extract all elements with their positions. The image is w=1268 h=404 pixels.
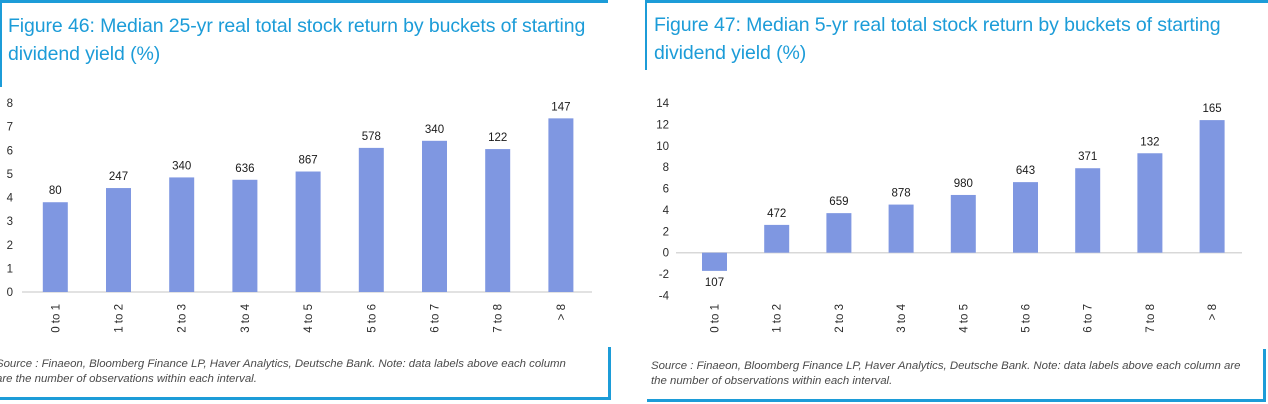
bar-gt-8	[1199, 120, 1225, 253]
y-tick-label: 0	[663, 248, 669, 260]
y-tick-label: 6	[663, 184, 669, 196]
bar-5-to-6	[1013, 182, 1038, 253]
x-category-label: 4 to 5	[958, 304, 970, 333]
bar-6-to-7	[1075, 168, 1101, 253]
y-tick-label: 8	[7, 98, 13, 110]
figure-46-source-note: Source : Finaeon, Bloomberg Finance LP, …	[0, 358, 566, 385]
bar-value-label: 165	[1203, 103, 1222, 115]
figure-46-title-block: Figure 46: Median 25-yr real total stock…	[0, 0, 608, 87]
bar-value-label: 578	[362, 131, 381, 143]
bar-0-to-1	[42, 202, 68, 292]
y-tick-label: -2	[659, 269, 669, 281]
y-tick-label: 4	[663, 205, 670, 217]
bar-7-to-8	[1137, 153, 1163, 253]
x-category-label: > 8	[556, 304, 568, 320]
y-tick-label: 4	[7, 193, 14, 205]
x-category-label: 0 to 1	[710, 304, 722, 333]
bar-value-label: 80	[49, 185, 62, 197]
y-tick-label: 5	[7, 169, 13, 181]
bar-7-to-8	[485, 149, 511, 292]
figure-47-title: Figure 47: Median 5-yr real total stock …	[654, 14, 1221, 64]
y-tick-label: 12	[656, 119, 669, 131]
bar-3-to-4	[888, 204, 914, 253]
x-category-label: 2 to 3	[177, 304, 189, 333]
bar-value-label: 247	[109, 171, 128, 183]
bar-5-to-6	[358, 147, 384, 292]
y-tick-label: 8	[663, 162, 669, 174]
bar-value-label: 371	[1078, 151, 1097, 163]
x-category-label: 7 to 8	[1145, 304, 1157, 333]
bar-value-label: 122	[488, 132, 507, 144]
bar-0-to-1	[702, 252, 727, 271]
bar-1-to-2	[106, 188, 131, 292]
x-category-label: 3 to 4	[896, 303, 908, 332]
x-category-label: 5 to 6	[1021, 304, 1033, 333]
y-tick-label: 0	[7, 287, 13, 299]
bar-value-label: 878	[892, 188, 911, 200]
bar-value-label: 636	[235, 163, 254, 175]
bar-2-to-3	[169, 177, 195, 292]
bar-2-to-3	[826, 213, 852, 253]
bar-gt-8	[548, 118, 574, 292]
y-tick-label: 10	[656, 141, 669, 153]
bar-4-to-5	[950, 194, 976, 253]
bar-value-label: 340	[172, 160, 191, 172]
bar-value-label: 132	[1140, 136, 1159, 148]
figure-46-title: Figure 46: Median 25-yr real total stock…	[8, 15, 586, 65]
figure-46-chart: 0 1 2 3 4 5 6 7 8 80 0 to 1 247 1 to 2 340 2 to 3 636 3 …	[7, 98, 592, 333]
y-tick-label: 2	[663, 226, 669, 238]
y-tick-label: 2	[7, 240, 13, 252]
y-tick-label: -4	[659, 290, 670, 302]
bar-value-label: 643	[1016, 165, 1035, 177]
bar-4-to-5	[295, 171, 321, 292]
bar-value-label: 659	[829, 196, 848, 208]
figure-46-source-block: Source : Finaeon, Bloomberg Finance LP, …	[0, 347, 611, 400]
x-category-label: 6 to 7	[1083, 304, 1095, 333]
x-category-label: 3 to 4	[240, 303, 252, 332]
bar-1-to-2	[764, 224, 790, 253]
bar-value-label: 472	[767, 208, 786, 220]
bar-value-label: 147	[551, 101, 570, 113]
x-category-label: 2 to 3	[834, 304, 846, 333]
bar-value-label: 867	[299, 155, 318, 167]
figure-46-panel: Figure 46: Median 25-yr real total stock…	[0, 0, 611, 400]
figure-47-source-block: Source : Finaeon, Bloomberg Finance LP, …	[647, 349, 1266, 402]
bar-3-to-4	[232, 179, 258, 292]
x-category-label: 5 to 6	[366, 304, 378, 333]
x-category-label: 4 to 5	[303, 304, 315, 333]
bar-6-to-7	[422, 140, 447, 292]
y-tick-label: 1	[7, 263, 13, 275]
figure-47-title-block: Figure 47: Median 5-yr real total stock …	[645, 0, 1268, 70]
x-category-label: 7 to 8	[493, 304, 505, 333]
figure-47-panel: Figure 47: Median 5-yr real total stock …	[634, 0, 1268, 404]
x-category-label: 1 to 2	[114, 304, 126, 333]
bar-value-label: 980	[954, 178, 973, 190]
bar-value-label: 107	[705, 277, 724, 289]
x-category-label: > 8	[1207, 304, 1219, 320]
x-category-label: 6 to 7	[430, 304, 442, 333]
figure-47-chart: -4 -2 0 2 4 6 8 10 12 14 107 0 to 1 472 1 to 2 659 2 to…	[656, 98, 1242, 333]
y-tick-label: 6	[7, 145, 13, 157]
bar-value-label: 340	[425, 124, 444, 136]
y-tick-label: 3	[7, 216, 13, 228]
y-tick-label: 7	[7, 122, 13, 134]
figure-47-source-note: Source : Finaeon, Bloomberg Finance LP, …	[651, 360, 1241, 387]
y-tick-label: 14	[656, 98, 669, 110]
x-category-label: 1 to 2	[772, 304, 784, 333]
x-category-label: 0 to 1	[50, 304, 62, 333]
